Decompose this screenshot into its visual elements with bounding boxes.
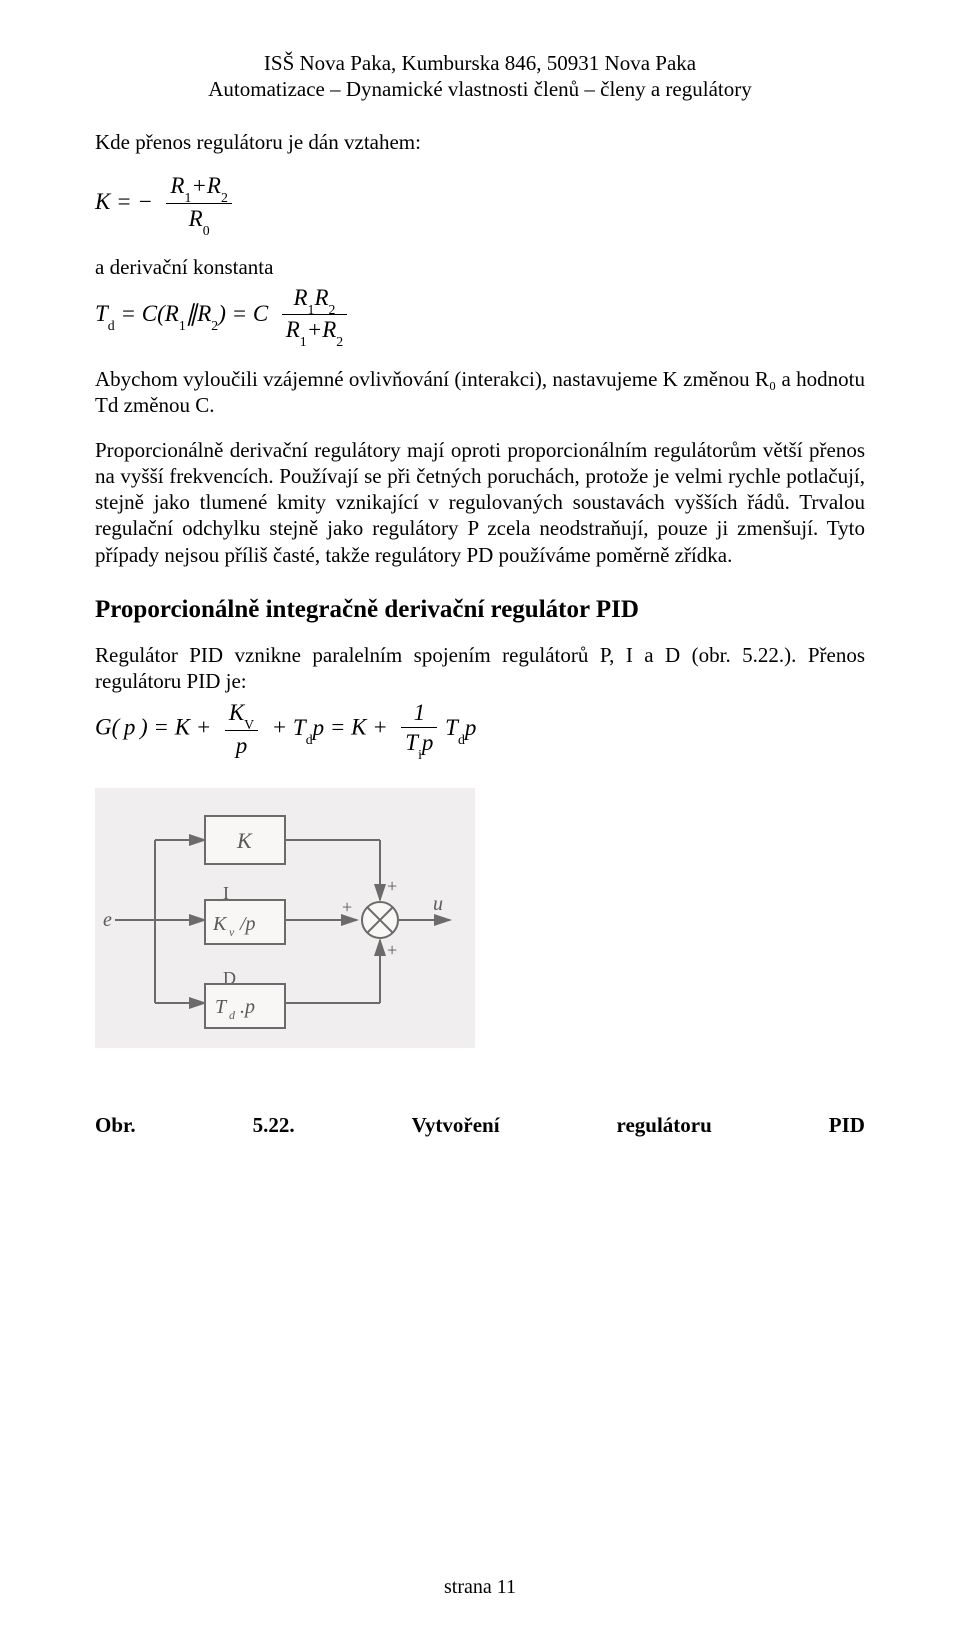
header-line1: ISŠ Nova Paka, Kumburska 846, 50931 Nova… (264, 51, 696, 75)
cap3: Vytvoření (412, 1113, 500, 1138)
svg-text:K: K (212, 913, 228, 935)
cap4: regulátoru (617, 1113, 712, 1138)
svg-text:e: e (103, 909, 112, 931)
eq-Td: Td = C(R1∥R2) = C R1R2 R1+R2 (95, 285, 865, 347)
cap2: 5.22. (253, 1113, 295, 1138)
svg-text:K: K (236, 828, 253, 853)
svg-text:+: + (387, 940, 397, 960)
text-3: Abychom vyloučili vzájemné ovlivňování (… (95, 366, 865, 419)
figure-caption: Obr. 5.22. Vytvoření regulátoru PID (95, 1113, 865, 1138)
page-header: ISŠ Nova Paka, Kumburska 846, 50931 Nova… (95, 50, 865, 103)
block-diagram: e K + I K v /p + u (95, 788, 865, 1053)
svg-text:+: + (342, 897, 352, 917)
svg-text:/p: /p (239, 913, 256, 935)
svg-text:+: + (387, 876, 397, 896)
text-1: Kde přenos regulátoru je dán vztahem: (95, 129, 865, 155)
text-4: Proporcionálně derivační regulátory mají… (95, 437, 865, 568)
text-5: Regulátor PID vznikne paralelním spojení… (95, 642, 865, 695)
svg-text:d: d (229, 1008, 236, 1022)
page-footer: strana 11 (0, 1576, 960, 1599)
heading-pid: Proporcionálně integračně derivační regu… (95, 596, 865, 624)
text-2: a derivační konstanta (95, 254, 865, 280)
eq-Gp: G( p ) = K + KV p + Tdp = K + 1 Tip Tdp (95, 700, 865, 758)
svg-text:.p: .p (240, 996, 255, 1018)
svg-text:v: v (229, 925, 235, 939)
header-line2: Automatizace – Dynamické vlastnosti člen… (208, 77, 751, 101)
svg-text:T: T (215, 996, 228, 1018)
cap5: PID (829, 1113, 865, 1138)
eq-K: K = − R1+R2 R0 (95, 173, 865, 235)
cap1: Obr. (95, 1113, 136, 1138)
svg-text:u: u (433, 893, 443, 915)
